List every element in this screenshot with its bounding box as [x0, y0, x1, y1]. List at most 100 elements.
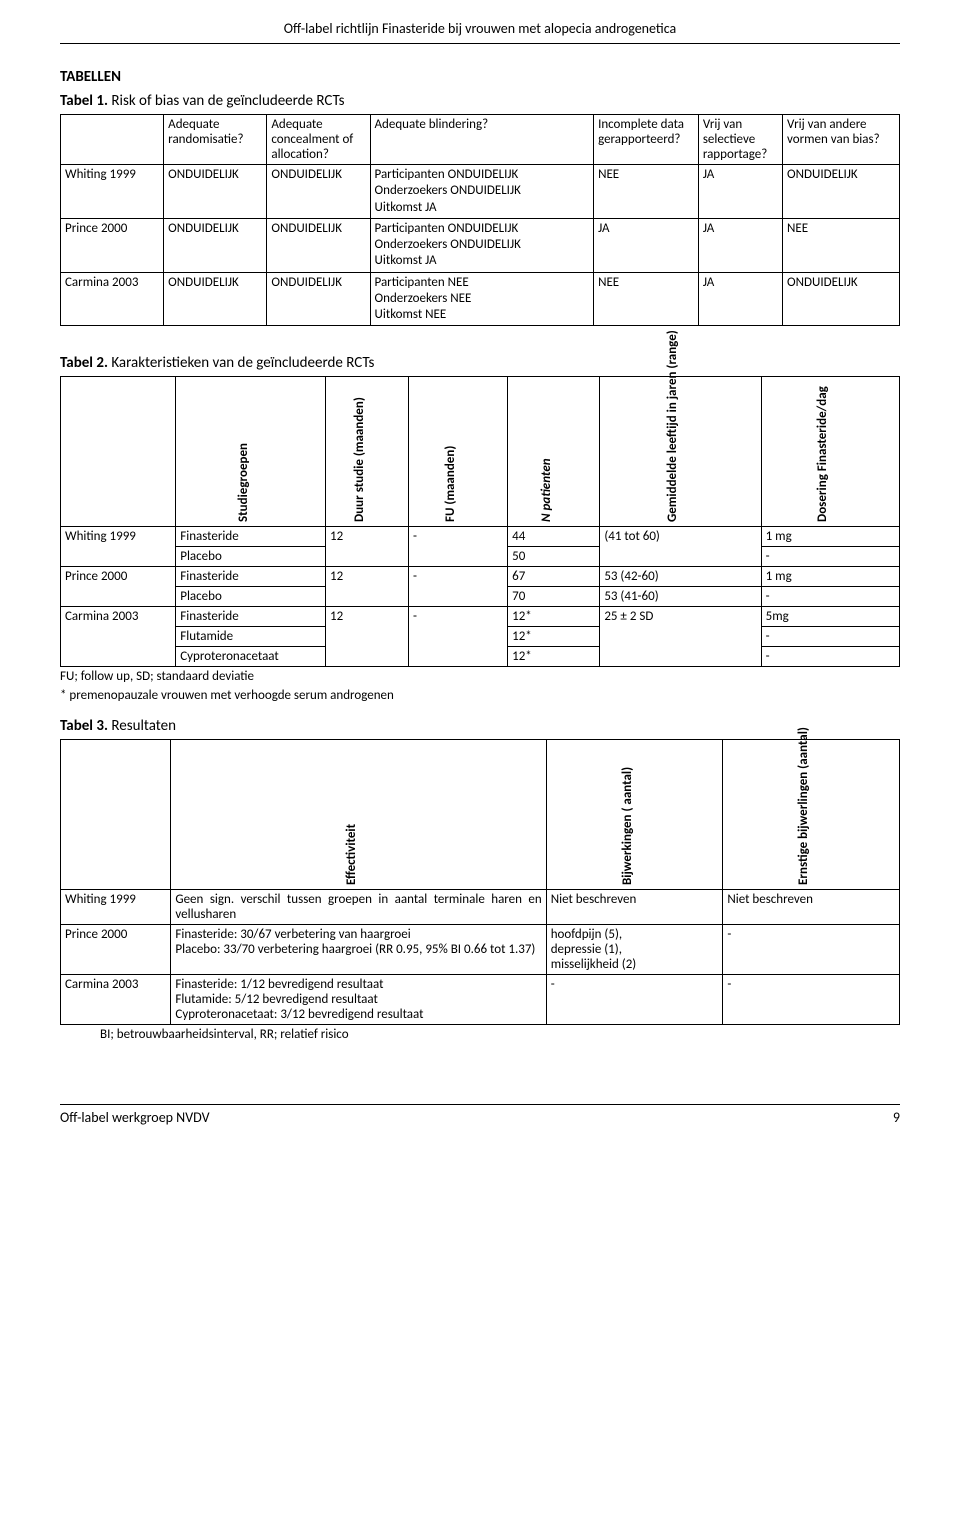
- cell: ONDUIDELIJK: [267, 165, 370, 219]
- t1-h7: Vrij van andere vormen van bias?: [783, 115, 900, 165]
- t1-h2: Adequate randomisatie?: [164, 115, 267, 165]
- table-row: Whiting 1999Finasteride12-44(41 tot 60)1…: [61, 527, 900, 547]
- cell: Prince 2000: [61, 218, 164, 272]
- t2-h5-label: N patienten: [539, 459, 554, 523]
- table1-caption: Tabel 1. Risk of bias van de geïncludeer…: [60, 92, 900, 110]
- page-header: Off-label richtlijn Finasteride bij vrou…: [60, 20, 900, 44]
- table-row: Prince 2000Finasteride: 30/67 verbeterin…: [61, 925, 900, 975]
- cell: -: [546, 975, 723, 1025]
- table2-footnote2: * premenopauzale vrouwen met verhoogde s…: [60, 688, 900, 705]
- cell: 50: [508, 547, 600, 567]
- cell: Whiting 1999: [61, 890, 171, 925]
- cell: NEE: [783, 218, 900, 272]
- t3-h1: [61, 740, 171, 890]
- cell: 1 mg: [761, 527, 899, 547]
- table2-footnote1: FU; follow up, SD; standaard deviatie: [60, 669, 900, 686]
- t2-h3: Duur studie (maanden): [326, 377, 409, 527]
- cell: Finasteride: [176, 567, 326, 587]
- cell: 12*: [508, 607, 600, 627]
- footer-right: 9: [893, 1109, 900, 1126]
- cell: Niet beschreven: [546, 890, 723, 925]
- cell: -: [761, 587, 899, 607]
- cell: Prince 2000: [61, 567, 176, 607]
- table1: Adequate randomisatie? Adequate concealm…: [60, 114, 900, 326]
- t2-h4: FU (maanden): [409, 377, 508, 527]
- cell: Cyproteronacetaat: [176, 647, 326, 667]
- table1-caption-rest: Risk of bias van de geïncludeerde RCTs: [108, 92, 345, 110]
- cell: 53 (42-60): [600, 567, 761, 587]
- table2-caption-rest: Karakteristieken van de geïncludeerde RC…: [108, 354, 374, 372]
- table2-header-row: Studiegroepen Duur studie (maanden) FU (…: [61, 377, 900, 527]
- cell: 12: [326, 607, 409, 667]
- cell: Geen sign. verschil tussen groepen in aa…: [171, 890, 546, 925]
- section-title: TABELLEN: [60, 68, 900, 86]
- cell: ONDUIDELIJK: [164, 272, 267, 326]
- cell: -: [409, 607, 508, 667]
- cell: 12*: [508, 647, 600, 667]
- t2-h5: N patienten: [508, 377, 600, 527]
- cell: Placebo: [176, 587, 326, 607]
- table-row: Carmina 2003Finasteride: 1/12 bevredigen…: [61, 975, 900, 1025]
- table-row: Prince 2000Finasteride12-6753 (42-60)1 m…: [61, 567, 900, 587]
- table2-caption: Tabel 2. Karakteristieken van de geïnclu…: [60, 354, 900, 372]
- t2-h4-label: FU (maanden): [443, 446, 458, 522]
- cell: 5mg: [761, 607, 899, 627]
- table1-caption-bold: Tabel 1.: [60, 92, 108, 110]
- table-row: Whiting 1999Geen sign. verschil tussen g…: [61, 890, 900, 925]
- t2-h7: Dosering Finasteride/dag: [761, 377, 899, 527]
- cell: 67: [508, 567, 600, 587]
- cell: 12: [326, 527, 409, 567]
- cell: -: [761, 647, 899, 667]
- cell: (41 tot 60): [600, 527, 761, 567]
- t3-h3-label: Bijwerkingen ( aantal): [620, 767, 635, 885]
- cell: -: [761, 627, 899, 647]
- t2-h3-label: Duur studie (maanden): [352, 397, 367, 522]
- cell: Flutamide: [176, 627, 326, 647]
- cell: 53 (41-60): [600, 587, 761, 607]
- cell: -: [723, 975, 900, 1025]
- t1-h3: Adequate concealment of allocation?: [267, 115, 370, 165]
- cell: Finasteride: 30/67 verbetering van haarg…: [171, 925, 546, 975]
- t3-h2-label: Effectiviteit: [344, 824, 359, 885]
- cell: NEE: [594, 272, 699, 326]
- cell: Participanten ONDUIDELIJK Onderzoekers O…: [370, 165, 594, 219]
- t2-h2: Studiegroepen: [176, 377, 326, 527]
- cell: 25 ± 2 SD: [600, 607, 761, 667]
- cell: Finasteride: [176, 607, 326, 627]
- cell: ONDUIDELIJK: [267, 218, 370, 272]
- t3-h3: Bijwerkingen ( aantal): [546, 740, 723, 890]
- cell: ONDUIDELIJK: [267, 272, 370, 326]
- t3-h4-label: Ernstige bijwerlingen (aantal): [796, 727, 811, 885]
- t2-h1: [61, 377, 176, 527]
- t2-h6: Gemiddelde leeftijd in jaren (range): [600, 377, 761, 527]
- cell: JA: [698, 165, 782, 219]
- t1-h6: Vrij van selectieve rapportage?: [698, 115, 782, 165]
- table2-caption-bold: Tabel 2.: [60, 354, 108, 372]
- table3-footnote: BI; betrouwbaarheidsinterval, RR; relati…: [100, 1027, 900, 1044]
- page-footer: Off-label werkgroep NVDV 9: [60, 1104, 900, 1126]
- cell: ONDUIDELIJK: [164, 218, 267, 272]
- table3: Effectiviteit Bijwerkingen ( aantal) Ern…: [60, 739, 900, 1025]
- cell: Whiting 1999: [61, 165, 164, 219]
- cell: ONDUIDELIJK: [783, 272, 900, 326]
- t1-h4: Adequate blindering?: [370, 115, 594, 165]
- cell: NEE: [594, 165, 699, 219]
- t1-h1: [61, 115, 164, 165]
- cell: Finasteride: [176, 527, 326, 547]
- t2-h7-label: Dosering Finasteride/dag: [815, 386, 830, 522]
- cell: Carmina 2003: [61, 272, 164, 326]
- cell: JA: [594, 218, 699, 272]
- t3-h4: Ernstige bijwerlingen (aantal): [723, 740, 900, 890]
- footer-left: Off-label werkgroep NVDV: [60, 1109, 210, 1126]
- cell: -: [409, 567, 508, 607]
- cell: 1 mg: [761, 567, 899, 587]
- cell: -: [761, 547, 899, 567]
- cell: Whiting 1999: [61, 527, 176, 567]
- table-row: Prince 2000ONDUIDELIJKONDUIDELIJKPartici…: [61, 218, 900, 272]
- t3-h2: Effectiviteit: [171, 740, 546, 890]
- cell: Carmina 2003: [61, 607, 176, 667]
- table3-caption-bold: Tabel 3.: [60, 717, 108, 735]
- cell: 12*: [508, 627, 600, 647]
- cell: Finasteride: 1/12 bevredigend resultaat …: [171, 975, 546, 1025]
- cell: 44: [508, 527, 600, 547]
